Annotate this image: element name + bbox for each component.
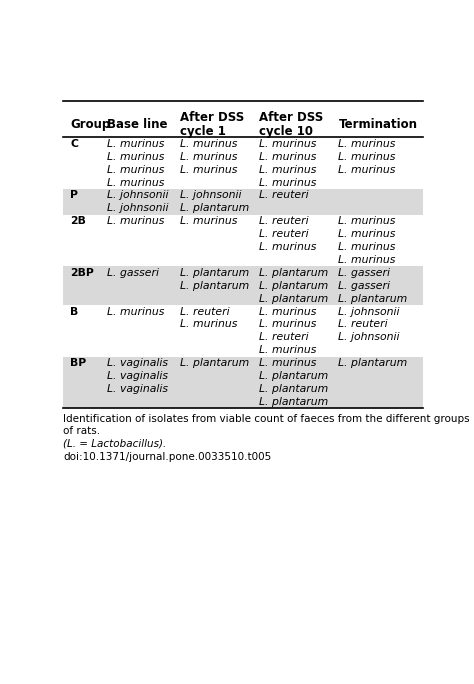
Text: L. reuteri: L. reuteri [181, 306, 230, 317]
Bar [63, 318, 423, 331]
Text: C: C [70, 139, 78, 149]
Text: L. plantarum: L. plantarum [259, 371, 328, 381]
Bar [63, 176, 423, 189]
Text: L. murinus: L. murinus [181, 165, 238, 174]
Text: Termination: Termination [338, 118, 418, 131]
Text: L. reuteri: L. reuteri [259, 216, 309, 226]
Text: L. johnsonii: L. johnsonii [338, 306, 400, 317]
Text: L. plantarum: L. plantarum [181, 268, 250, 278]
Text: L. plantarum: L. plantarum [259, 268, 328, 278]
Text: L. murinus: L. murinus [107, 306, 164, 317]
Bar [63, 228, 423, 241]
Text: Base line: Base line [107, 118, 167, 131]
Text: L. murinus: L. murinus [259, 345, 317, 355]
Text: L. vaginalis: L. vaginalis [107, 358, 168, 368]
Text: L. murinus: L. murinus [259, 165, 317, 174]
Text: L. murinus: L. murinus [259, 242, 317, 252]
Text: BP: BP [70, 358, 87, 368]
Bar [63, 279, 423, 292]
Text: L. murinus: L. murinus [107, 216, 164, 226]
Text: 2B: 2B [70, 216, 86, 226]
Bar [63, 241, 423, 254]
Bar [63, 110, 423, 137]
Text: L. reuteri: L. reuteri [259, 229, 309, 239]
Text: L. murinus: L. murinus [181, 216, 238, 226]
Text: L. reuteri: L. reuteri [338, 319, 388, 330]
Text: L. murinus: L. murinus [338, 139, 396, 149]
Text: L. murinus: L. murinus [338, 242, 396, 252]
Text: L. plantarum: L. plantarum [338, 293, 408, 304]
Text: L. gasseri: L. gasseri [107, 268, 159, 278]
Text: L. murinus: L. murinus [338, 216, 396, 226]
Text: L. johnsonii: L. johnsonii [338, 332, 400, 343]
Text: B: B [70, 306, 79, 317]
Bar [63, 357, 423, 369]
Text: L. plantarum: L. plantarum [259, 280, 328, 291]
Text: Identification of isolates from viable count of faeces from the different groups: Identification of isolates from viable c… [63, 414, 470, 423]
Text: L. murinus: L. murinus [259, 358, 317, 368]
Bar [63, 267, 423, 279]
Text: L. murinus: L. murinus [338, 152, 396, 161]
Text: After DSS
cycle 10: After DSS cycle 10 [259, 111, 324, 137]
Text: 2BP: 2BP [70, 268, 94, 278]
Bar [63, 292, 423, 305]
Text: L. murinus: L. murinus [259, 306, 317, 317]
Bar [63, 189, 423, 202]
Text: doi:10.1371/journal.pone.0033510.t005: doi:10.1371/journal.pone.0033510.t005 [63, 451, 271, 462]
Bar [63, 305, 423, 318]
Text: of rats.: of rats. [63, 426, 100, 436]
Bar [63, 369, 423, 382]
Bar [63, 163, 423, 176]
Text: L. gasseri: L. gasseri [338, 268, 391, 278]
Text: L. murinus: L. murinus [181, 139, 238, 149]
Text: Group: Group [70, 118, 110, 131]
Text: L. reuteri: L. reuteri [259, 332, 309, 343]
Text: L. murinus: L. murinus [338, 255, 396, 265]
Text: L. plantarum: L. plantarum [181, 358, 250, 368]
Text: L. murinus: L. murinus [259, 319, 317, 330]
Text: L. murinus: L. murinus [107, 165, 164, 174]
Text: L. plantarum: L. plantarum [259, 384, 328, 394]
Text: L. plantarum: L. plantarum [338, 358, 408, 368]
Text: L. plantarum: L. plantarum [259, 397, 328, 407]
Bar [63, 202, 423, 215]
Text: L. reuteri: L. reuteri [259, 190, 309, 200]
Text: L. johnsonii: L. johnsonii [107, 190, 168, 200]
Text: After DSS
cycle 1: After DSS cycle 1 [181, 111, 245, 137]
Text: L. plantarum: L. plantarum [259, 293, 328, 304]
Text: L. murinus: L. murinus [181, 152, 238, 161]
Text: L. murinus: L. murinus [338, 229, 396, 239]
Bar [63, 395, 423, 408]
Text: L. murinus: L. murinus [107, 178, 164, 187]
Text: L. plantarum: L. plantarum [181, 203, 250, 213]
Text: L. murinus: L. murinus [259, 152, 317, 161]
Text: L. vaginalis: L. vaginalis [107, 371, 168, 381]
Text: L. murinus: L. murinus [181, 319, 238, 330]
Bar [63, 254, 423, 267]
Text: L. murinus: L. murinus [259, 178, 317, 187]
Text: L. johnsonii: L. johnsonii [107, 203, 168, 213]
Text: L. plantarum: L. plantarum [181, 280, 250, 291]
Text: P: P [70, 190, 78, 200]
Bar [63, 150, 423, 163]
Bar [63, 382, 423, 395]
Text: L. murinus: L. murinus [338, 165, 396, 174]
Bar [63, 331, 423, 344]
Text: L. murinus: L. murinus [259, 139, 317, 149]
Text: L. vaginalis: L. vaginalis [107, 384, 168, 394]
Text: L. murinus: L. murinus [107, 152, 164, 161]
Text: L. gasseri: L. gasseri [338, 280, 391, 291]
Text: (L. = Lactobacillus).: (L. = Lactobacillus). [63, 439, 166, 449]
Bar [63, 215, 423, 228]
Text: L. johnsonii: L. johnsonii [181, 190, 242, 200]
Text: L. murinus: L. murinus [107, 139, 164, 149]
Bar [63, 137, 423, 150]
Bar [63, 344, 423, 357]
